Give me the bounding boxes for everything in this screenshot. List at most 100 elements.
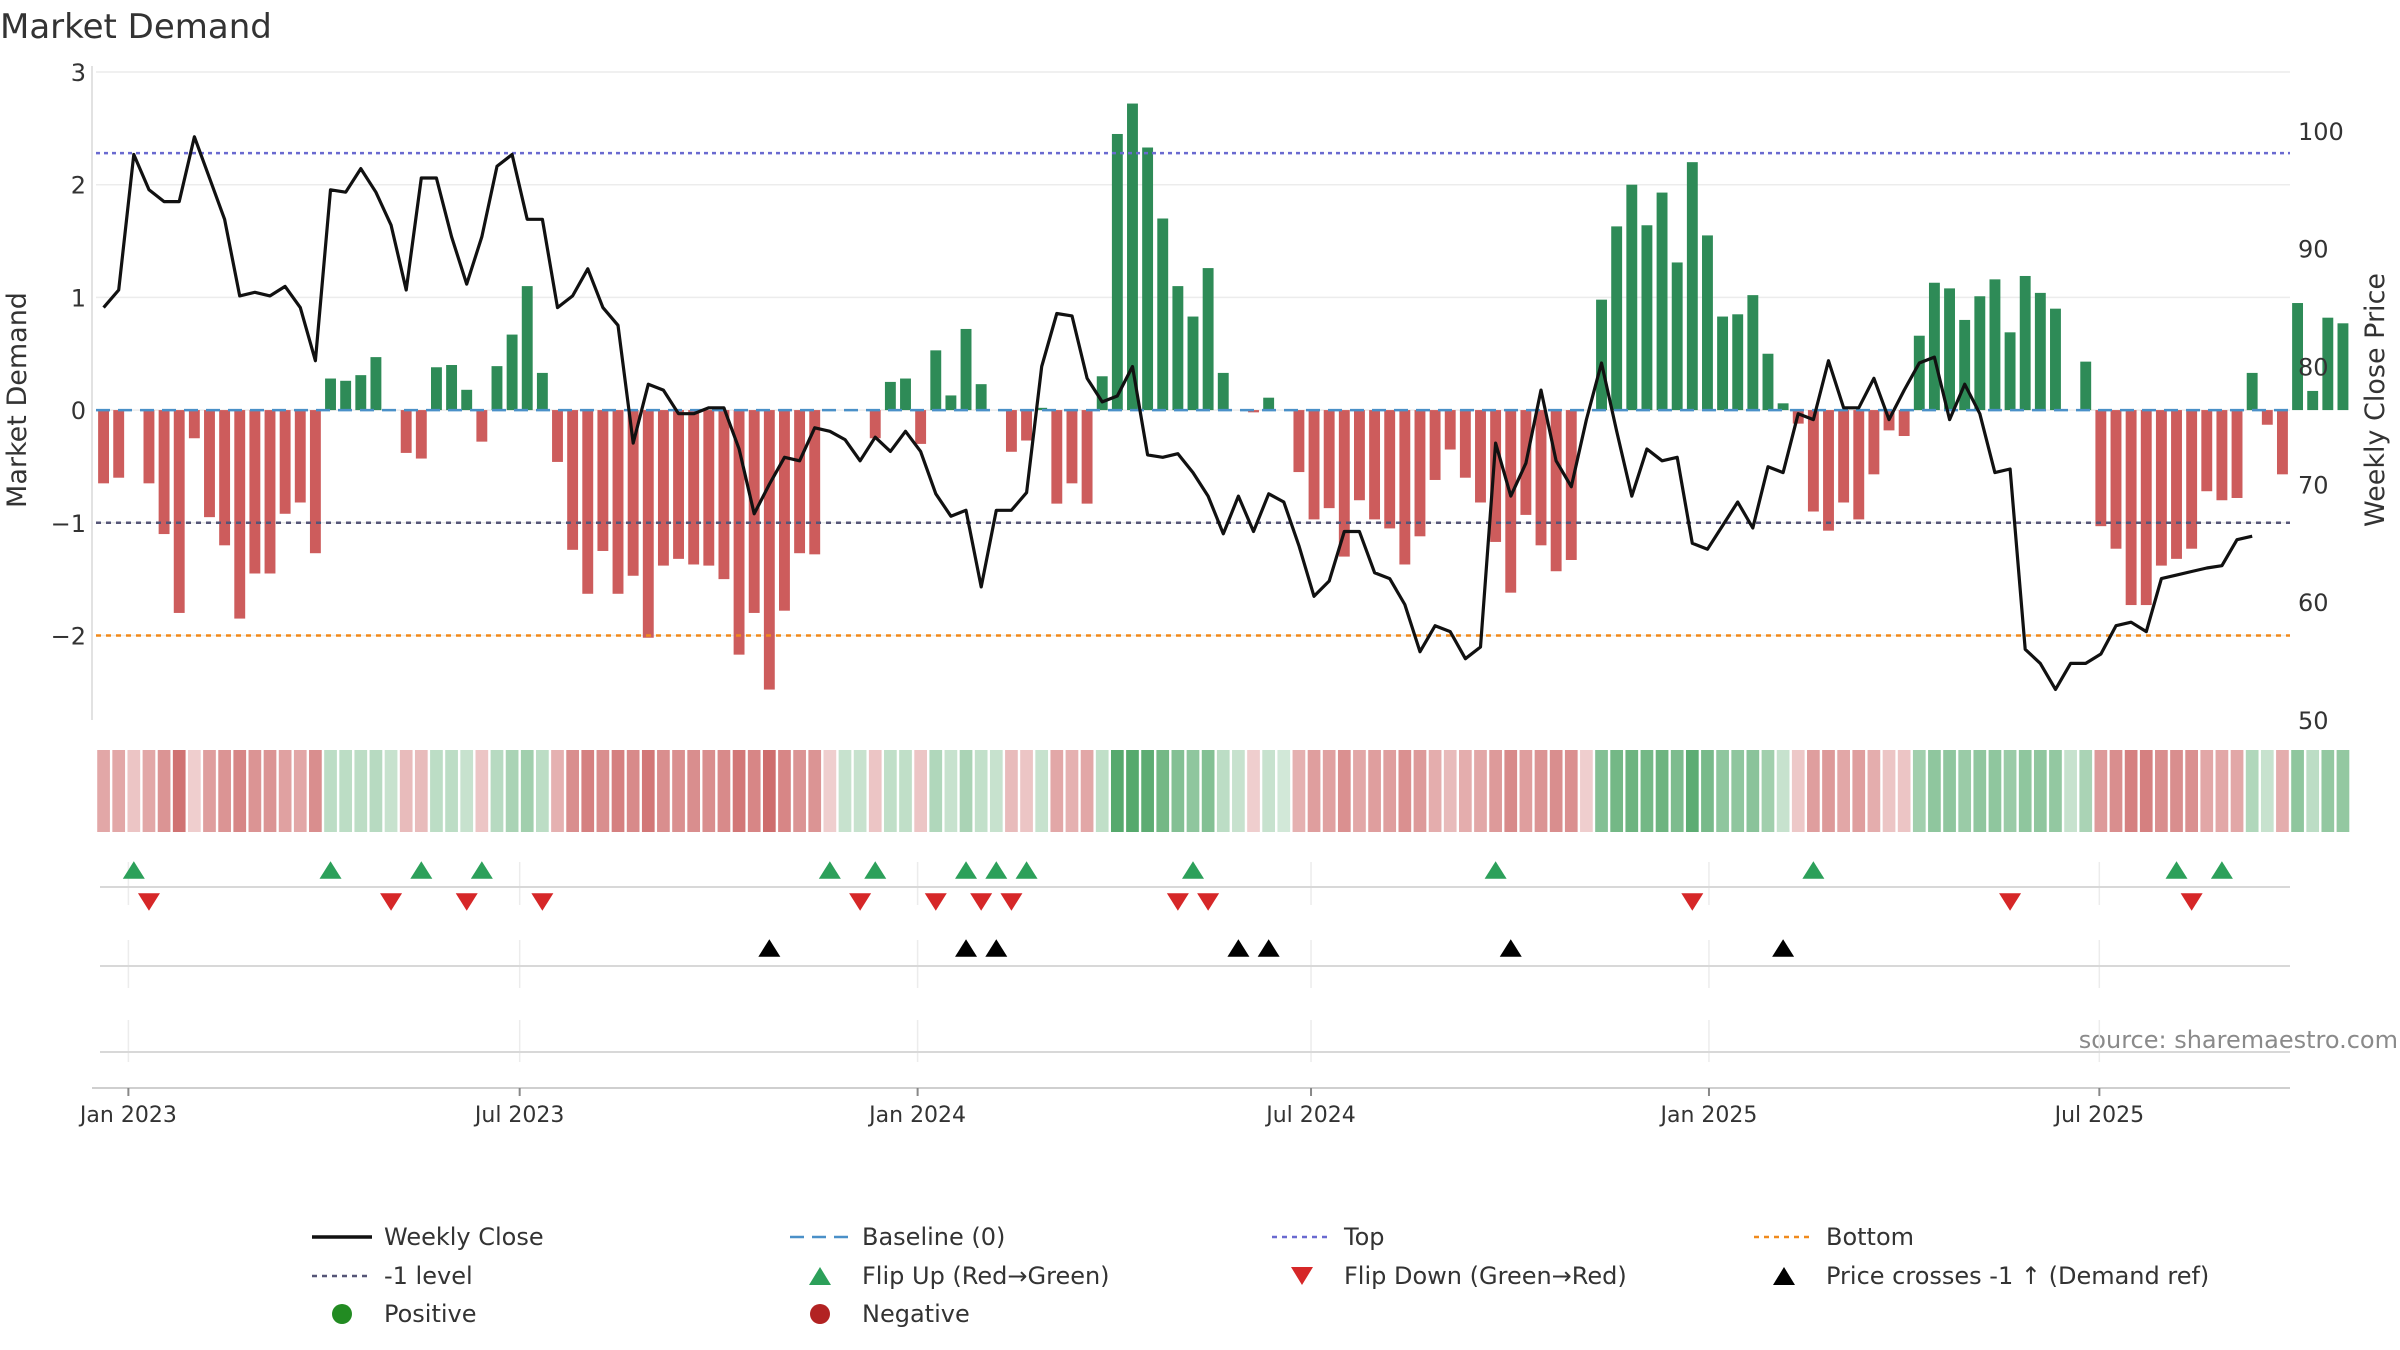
demand-bar-positive	[1217, 372, 1229, 411]
regime-strip-cell	[1625, 750, 1639, 832]
regime-strip-cell	[233, 750, 247, 832]
chart-title: Market Demand	[0, 7, 272, 47]
flip-down-marker	[970, 893, 993, 911]
demand-bar-negative	[657, 410, 669, 566]
demand-bar-positive	[1974, 296, 1986, 411]
demand-bar-positive	[1641, 225, 1653, 411]
flip-down-marker	[2180, 893, 2203, 911]
demand-bar-negative	[582, 410, 594, 594]
regime-strip-cell	[142, 750, 156, 832]
legend-item-weekly-close: Weekly Close	[312, 1223, 544, 1251]
regime-strip-cell	[369, 750, 383, 832]
regime-strip-cell	[2260, 750, 2274, 832]
regime-strip-cell	[324, 750, 337, 832]
demand-bar-negative	[552, 410, 563, 462]
x-tick-label: Jul 2024	[1264, 1103, 1356, 1128]
regime-strip-cell	[536, 750, 549, 832]
regime-strip-cell	[1020, 750, 1033, 832]
regime-strip-cell	[2170, 750, 2183, 832]
regime-strip-cell	[1353, 750, 1366, 832]
demand-bar-negative	[1308, 410, 1320, 520]
flip-up-marker	[955, 861, 978, 879]
demand-bar-negative	[1081, 410, 1093, 504]
legend-item-negative: Negative	[810, 1300, 970, 1328]
demand-bar-negative	[113, 410, 125, 478]
y-axis-right-label: Weekly Close Price	[2360, 273, 2391, 527]
demand-bar-negative	[597, 410, 609, 551]
regime-strip-cell	[1731, 750, 1745, 832]
demand-bar-negative	[98, 410, 110, 484]
regime-strip-cell	[732, 750, 746, 832]
regime-strip-cell	[884, 750, 897, 832]
demand-bar-negative	[673, 410, 684, 559]
regime-strip-cell	[354, 750, 368, 832]
x-tick-label: Jan 2024	[867, 1103, 966, 1128]
regime-strip-cell	[2109, 750, 2123, 832]
regime-strip-cell	[1534, 750, 1548, 832]
flip-up-marker	[122, 861, 145, 879]
flip-down-marker	[531, 893, 554, 911]
demand-bar-positive	[1702, 235, 1713, 411]
y-tick-right-label: 80	[2298, 354, 2329, 382]
y-tick-right-label: 60	[2298, 589, 2329, 617]
flip-up-marker	[1802, 861, 1825, 879]
price-cross-marker	[1772, 939, 1795, 957]
price-cross-marker	[1257, 939, 1280, 957]
demand-bar-positive	[945, 395, 957, 411]
legend-item-minus-one: -1 level	[312, 1262, 473, 1290]
regime-strip-cell	[445, 750, 458, 832]
demand-bar-positive	[1732, 314, 1744, 411]
demand-bar-negative	[1021, 410, 1032, 441]
legend-item-flip-down: Flip Down (Green→Red)	[1291, 1262, 1627, 1290]
regime-strip-cell	[762, 750, 776, 832]
demand-bar-negative	[415, 410, 427, 459]
regime-strip-cell	[1171, 750, 1185, 832]
regime-strip-cell	[1867, 750, 1881, 832]
regime-strip-cell	[657, 750, 670, 832]
regime-strip-cell	[1398, 750, 1412, 832]
regime-strip-cell	[1580, 750, 1593, 832]
flip-up-marker	[2210, 861, 2233, 879]
regime-strip-cell	[823, 750, 837, 832]
regime-strip-cell	[1337, 750, 1351, 832]
regime-strip-cell	[1610, 750, 1624, 832]
regime-strip-cell	[2018, 750, 2032, 832]
regime-strip-cell	[959, 750, 973, 832]
regime-strip-cell	[2306, 750, 2320, 832]
demand-bar-positive	[1596, 299, 1607, 411]
regime-strip-cell	[868, 750, 882, 832]
demand-bar-negative	[204, 410, 215, 518]
regime-strip-cell	[2321, 750, 2335, 832]
demand-bar-positive	[1944, 288, 1955, 411]
price-cross-marker	[955, 939, 978, 957]
demand-bar-positive	[521, 286, 533, 411]
demand-bar-negative	[627, 410, 639, 576]
demand-bar-positive	[461, 389, 473, 411]
regime-strip-cell	[475, 750, 489, 832]
demand-bar-negative	[1535, 410, 1547, 546]
legend-label: Bottom	[1826, 1223, 1914, 1251]
demand-bar-positive	[536, 372, 548, 411]
regime-strip-cell	[2336, 750, 2350, 832]
demand-bar-negative	[794, 410, 806, 554]
x-tick-label: Jan 2023	[78, 1103, 177, 1128]
demand-bar-negative	[264, 410, 276, 574]
regime-strip-cell	[914, 750, 927, 832]
regime-strip-cell	[384, 750, 398, 832]
demand-bar-negative	[2276, 410, 2288, 475]
regime-strip-cell	[1292, 750, 1306, 832]
regime-strip-cell	[581, 750, 595, 832]
legend-swatch	[809, 1267, 831, 1285]
y-tick-left-label: −1	[51, 510, 86, 538]
demand-bar-positive	[1187, 316, 1199, 411]
demand-bar-positive	[2246, 372, 2258, 411]
x-tick-label: Jul 2023	[473, 1103, 565, 1128]
regime-strip-cell	[974, 750, 988, 832]
demand-bar-positive	[1202, 268, 1214, 411]
y-tick-right-label: 90	[2298, 236, 2329, 264]
demand-bar-positive	[1717, 316, 1729, 411]
flip-down-marker	[1681, 893, 1704, 911]
demand-bar-negative	[2261, 410, 2273, 425]
regime-strip-cell	[929, 750, 943, 832]
demand-bar-negative	[1505, 410, 1517, 593]
